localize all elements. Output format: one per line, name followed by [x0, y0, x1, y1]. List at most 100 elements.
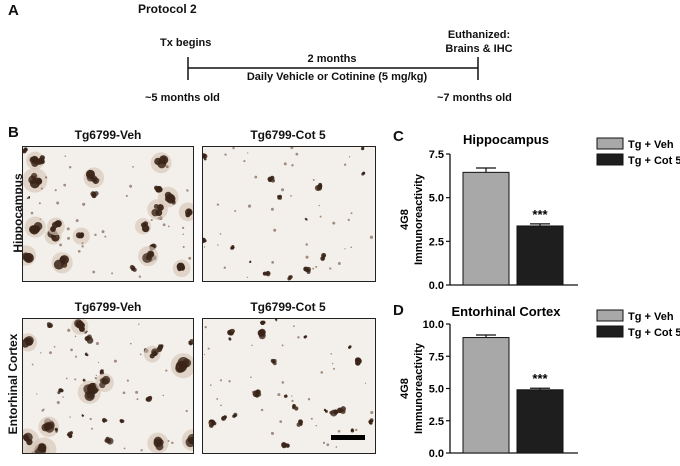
speck [30, 211, 34, 215]
y-label-line-1: 4G8 [399, 378, 411, 399]
significance-marker: *** [532, 207, 548, 222]
speck [243, 159, 246, 163]
speck [320, 371, 324, 374]
speck [140, 449, 143, 452]
y-tick-label: 2.5 [429, 416, 444, 428]
speck [68, 166, 72, 169]
speck [190, 339, 193, 343]
panel-a-letter: A [8, 2, 19, 19]
plaque [257, 329, 265, 337]
speck [281, 188, 285, 192]
plaque [355, 360, 361, 366]
speck [69, 416, 71, 418]
plaque [49, 324, 53, 328]
plaque [233, 414, 237, 418]
plaque [101, 375, 111, 385]
col-label-veh-bottom: Tg6799-Veh [74, 300, 142, 314]
speck [123, 447, 126, 450]
speck [322, 441, 326, 444]
speck [97, 361, 100, 364]
speck [343, 163, 347, 166]
speck [63, 183, 67, 187]
plaque [66, 433, 70, 437]
y-label-line-1: 4G8 [399, 209, 411, 230]
plaque [272, 361, 277, 366]
tx-begins-label: Tx begins [160, 37, 212, 49]
y-tick-label: 0.0 [429, 280, 444, 292]
legend-swatch [596, 137, 624, 150]
plaque [305, 218, 308, 221]
y-label-line-2: Immunoreactivity [413, 342, 425, 434]
plaque [289, 275, 293, 279]
treatment-label: Daily Vehicle or Cotinine (5 mg/kg) [246, 71, 428, 83]
plaque [350, 429, 353, 432]
speck [291, 399, 294, 403]
speck [292, 325, 295, 327]
plaque [39, 446, 46, 453]
plaque [79, 232, 85, 237]
plaque [99, 378, 105, 383]
speck [347, 218, 350, 222]
speck [36, 393, 38, 395]
significance-marker: *** [532, 371, 548, 386]
plaque [57, 391, 61, 395]
plaque [149, 353, 155, 359]
euthanized-label: Euthanized: Brains & IHC [424, 28, 534, 56]
plaque [102, 418, 106, 422]
speck [67, 328, 71, 332]
micrograph-entorhinal-veh [22, 318, 194, 454]
speck [208, 421, 212, 425]
chart-title: Hippocampus [463, 132, 549, 147]
plaque [84, 390, 95, 401]
speck [167, 440, 170, 442]
speck [74, 335, 77, 338]
plaque [368, 419, 373, 425]
plaque [203, 238, 205, 244]
speck [31, 363, 34, 366]
speck [77, 249, 81, 253]
speck [75, 219, 79, 223]
legend-label: Tg + Cot 5 [628, 155, 680, 167]
micrograph-hippocampus-cot [202, 146, 376, 282]
speck [122, 391, 126, 395]
speck [101, 230, 105, 234]
bar-veh [462, 171, 510, 286]
plaque [101, 369, 104, 372]
speck [319, 215, 322, 218]
speck [40, 352, 42, 354]
speck [44, 176, 48, 179]
col-label-veh-top: Tg6799-Veh [74, 128, 142, 142]
speck [139, 353, 142, 356]
speck [260, 408, 264, 412]
plaque [164, 191, 172, 199]
speck [331, 362, 334, 365]
plaque [316, 185, 323, 191]
micrograph-hippocampus-veh [22, 146, 194, 282]
speck [291, 164, 294, 167]
speck [307, 397, 311, 401]
speck [273, 228, 277, 232]
plaque [54, 427, 58, 431]
plaque [155, 209, 163, 217]
plaque [278, 194, 282, 199]
speck [56, 201, 60, 205]
speck [89, 417, 92, 421]
speck [126, 379, 129, 382]
plaque [298, 419, 303, 425]
speck [315, 265, 318, 268]
plaque [274, 319, 278, 321]
speck [295, 152, 299, 156]
plaque [175, 363, 185, 374]
speck [350, 246, 353, 249]
speck [209, 384, 212, 386]
plaque [321, 256, 325, 261]
speck [312, 178, 315, 181]
plaque [203, 153, 208, 159]
speck [310, 417, 313, 420]
speck [232, 147, 235, 150]
speck [246, 276, 249, 279]
plaque [157, 186, 163, 193]
duration-label: 2 months [307, 53, 357, 65]
speck [231, 328, 235, 332]
y-tick-label: 5.0 [429, 384, 444, 396]
